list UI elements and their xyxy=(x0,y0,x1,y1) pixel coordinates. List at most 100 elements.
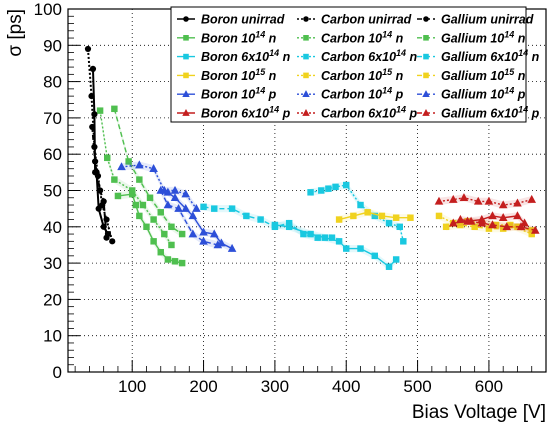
data-point xyxy=(89,65,97,72)
data-point xyxy=(136,176,143,183)
data-point xyxy=(227,243,237,252)
series-uncertainty-band xyxy=(339,208,411,224)
data-point xyxy=(314,234,321,241)
series-gallium-6e14n xyxy=(200,203,336,242)
legend-entry: Carbon unirrad xyxy=(297,13,412,27)
data-point xyxy=(307,189,314,196)
data-point xyxy=(84,45,92,53)
data-point xyxy=(157,209,164,216)
x-tick-label: 300 xyxy=(261,377,289,396)
y-tick-label: 10 xyxy=(43,327,62,346)
data-point xyxy=(507,221,514,229)
x-axis-label: Bias Voltage [V] xyxy=(412,402,546,423)
data-point xyxy=(100,198,107,205)
series-gallium-1e14n xyxy=(111,105,186,238)
series-carbon-1e14n xyxy=(96,107,175,249)
data-point xyxy=(335,238,343,245)
data-point xyxy=(271,223,279,231)
data-point xyxy=(183,72,189,79)
data-point xyxy=(192,203,201,212)
x-tick-label: 100 xyxy=(118,377,146,396)
data-point xyxy=(114,192,122,200)
data-point xyxy=(328,234,336,241)
y-tick-label: 50 xyxy=(43,182,62,201)
data-point xyxy=(109,238,116,245)
data-point xyxy=(459,193,469,202)
data-point xyxy=(199,236,208,245)
data-point xyxy=(364,209,371,216)
legend-label: Gallium 6x1014 p xyxy=(441,105,540,121)
data-point xyxy=(183,53,189,60)
data-point xyxy=(335,216,343,223)
legend-label: Carbon 6x1014 p xyxy=(321,105,418,121)
data-point xyxy=(488,211,497,220)
data-point xyxy=(471,223,478,231)
data-point xyxy=(182,108,190,116)
data-point xyxy=(174,203,183,212)
data-point xyxy=(498,200,508,209)
legend-label: Boron 1014 n xyxy=(201,29,277,45)
data-point xyxy=(257,216,264,223)
data-point xyxy=(302,108,310,116)
data-point xyxy=(92,158,99,165)
legend-entry: Carbon 1014 p xyxy=(297,86,404,102)
legend-label: Boron 6x1014 n xyxy=(201,48,291,64)
data-point xyxy=(135,160,144,169)
data-point xyxy=(527,194,537,203)
data-point xyxy=(150,238,157,245)
legend-label: Gallium 1014 n xyxy=(441,29,526,45)
data-point xyxy=(303,35,309,41)
data-point xyxy=(97,187,104,194)
series-gallium-unirrad xyxy=(89,123,110,241)
data-point xyxy=(378,212,386,220)
data-point xyxy=(485,225,493,232)
series-line xyxy=(117,193,183,264)
data-point xyxy=(285,219,293,227)
data-point xyxy=(435,212,443,220)
data-point xyxy=(513,198,522,207)
data-point xyxy=(488,220,497,229)
data-point xyxy=(350,212,357,220)
data-point xyxy=(457,221,464,229)
data-point xyxy=(343,245,350,252)
data-point xyxy=(400,238,407,245)
data-point xyxy=(213,240,223,249)
data-point xyxy=(228,205,236,212)
legend-entry: Carbon 6x1014 n xyxy=(297,48,418,64)
data-point xyxy=(88,93,95,100)
data-point xyxy=(300,230,307,238)
data-point xyxy=(125,158,132,165)
legend-entry: Gallium 6x1014 p xyxy=(417,105,540,121)
data-point xyxy=(168,241,175,249)
legend-label: Carbon 1014 p xyxy=(321,86,404,102)
data-point xyxy=(188,229,198,238)
data-point xyxy=(89,123,96,131)
series-gallium-1e14p xyxy=(156,185,223,249)
legend-entry: Gallium 1015 n xyxy=(417,67,526,83)
legend-entry: Gallium 1014 p xyxy=(417,86,526,102)
data-point xyxy=(434,196,444,205)
data-point xyxy=(211,205,218,212)
series-uncertainty-band xyxy=(121,161,197,213)
legend-entry: Boron 1015 n xyxy=(177,67,277,83)
data-point xyxy=(473,196,483,205)
series-gallium-6e14p xyxy=(456,214,540,235)
y-tick-label: 90 xyxy=(43,36,62,55)
series-boron-1e15n xyxy=(335,208,414,224)
data-point xyxy=(423,53,429,60)
series-uncertainty-band xyxy=(160,186,218,249)
legend-label: Gallium 1015 n xyxy=(441,67,526,83)
series-line xyxy=(91,126,108,238)
y-tick-label: 80 xyxy=(43,73,62,92)
data-point xyxy=(318,187,325,194)
legend-label: Boron 6x1014 p xyxy=(201,105,291,121)
data-point xyxy=(371,252,379,260)
data-point xyxy=(111,176,118,183)
series-carbon-1e14p xyxy=(117,160,201,213)
data-point xyxy=(132,201,140,209)
y-tick-label: 20 xyxy=(43,290,62,309)
data-point xyxy=(502,222,512,231)
data-point xyxy=(91,111,98,118)
legend-label: Carbon 1015 n xyxy=(321,67,404,83)
